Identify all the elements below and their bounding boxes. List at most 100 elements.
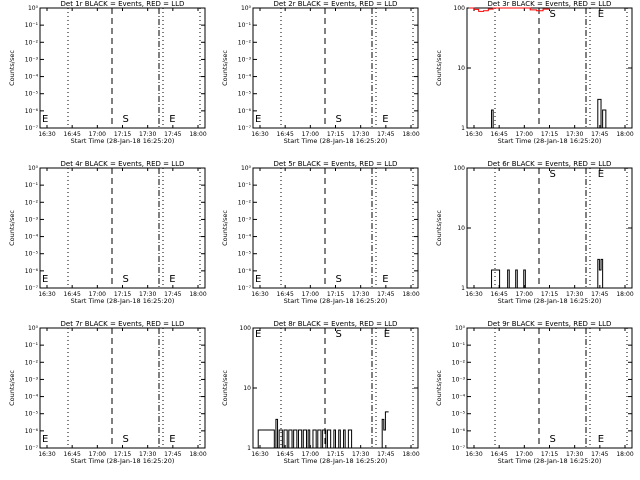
panel-title: Det 3r BLACK = Events, RED = LLD [488,0,612,8]
marker-s: S [336,274,342,285]
x-tick-label: 17:00 [516,451,533,458]
panel-title: Det 8r BLACK = Events, RED = LLD [274,320,398,328]
y-tick-label: 10 [243,385,251,392]
y-axis-label: Counts/sec [435,50,443,86]
x-tick-label: 17:30 [566,291,583,298]
y-tick-label: 1 [461,125,465,132]
x-tick-label: 16:30 [251,451,268,458]
marker-e: E [382,114,388,125]
x-tick-label: 16:30 [38,451,55,458]
y-tick-label: 10⁻³ [25,216,39,223]
x-tick-label: 17:45 [591,291,608,298]
y-tick-label: 10⁻⁴ [25,234,39,241]
marker-s: S [123,114,129,125]
x-tick-label: 17:30 [352,131,369,138]
y-tick-label: 10⁻¹ [25,22,39,29]
marker-s: S [123,274,129,285]
plot-frame [466,327,633,449]
y-tick-label: 10⁻¹ [238,22,252,29]
x-axis-label: Start Time (28-Jan-18 16:25:20) [71,457,175,465]
x-tick-label: 18:00 [616,451,633,458]
y-axis-label: Counts/sec [8,50,16,86]
marker-s: S [336,329,342,340]
marker-s: S [336,114,342,125]
y-tick-label: 10 [457,65,465,72]
marker-e: E [42,114,48,125]
y-axis-label: Counts/sec [435,370,443,406]
y-tick-label: 10⁻¹ [238,182,252,189]
y-tick-label: 10⁻⁷ [452,445,466,452]
x-tick-label: 17:30 [352,291,369,298]
panel-det-5: Det 5r BLACK = Events, RED = LLD 16:30 16:… [221,160,420,305]
x-tick-label: 17:30 [139,131,156,138]
y-tick-label: 10⁰ [241,5,252,12]
y-tick-label: 10 [457,225,465,232]
y-tick-label: 10⁻² [452,359,466,366]
y-tick-label: 10⁻⁵ [25,91,39,98]
y-tick-label: 10⁰ [28,165,39,172]
x-tick-label: 16:45 [491,451,508,458]
panel-title: Det 2r BLACK = Events, RED = LLD [274,0,398,8]
y-tick-label: 10⁻¹ [452,342,466,349]
y-tick-label: 10⁻² [238,199,252,206]
y-tick-label: 10⁻⁵ [25,411,39,418]
y-tick-label: 10⁻⁶ [238,108,252,115]
y-tick-label: 100 [454,5,466,12]
panel-title: Det 1r BLACK = Events, RED = LLD [61,0,185,8]
x-tick-label: 18:00 [189,451,206,458]
x-tick-label: 16:30 [38,131,55,138]
events-series [489,98,607,129]
x-tick-label: 17:45 [591,131,608,138]
y-axis-label: Counts/sec [8,370,16,406]
marker-e: E [169,114,175,125]
y-axis-label: Counts/sec [8,210,16,246]
y-tick-label: 10⁻⁷ [238,285,252,292]
plot-frame [252,7,419,129]
x-tick-label: 16:45 [64,131,81,138]
x-axis-label: Start Time (28-Jan-18 16:25:20) [498,137,602,145]
y-tick-label: 10⁻⁴ [238,234,252,241]
y-tick-label: 10⁻⁵ [238,91,252,98]
marker-e: E [169,434,175,445]
events-series [255,411,389,449]
x-tick-label: 17:15 [114,291,131,298]
y-tick-label: 10⁻³ [25,376,39,383]
x-axis-label: Start Time (28-Jan-18 16:25:20) [71,297,175,305]
x-tick-label: 16:30 [251,291,268,298]
y-tick-label: 10⁻⁵ [238,251,252,258]
x-tick-label: 16:45 [277,451,294,458]
panel-det-3: Det 3r BLACK = Events, RED = LLD 16:30 16:… [435,0,634,145]
panel-det-4: Det 4r BLACK = Events, RED = LLD 16:30 16:… [8,160,207,305]
y-tick-label: 10⁻³ [238,56,252,63]
x-tick-label: 17:45 [164,131,181,138]
x-axis-label: Start Time (28-Jan-18 16:25:20) [498,297,602,305]
x-tick-label: 17:45 [164,291,181,298]
y-tick-label: 10⁻⁴ [452,394,466,401]
x-tick-label: 17:15 [114,131,131,138]
marker-e: E [382,274,388,285]
marker-s: S [550,9,556,20]
x-tick-label: 17:00 [516,131,533,138]
y-tick-label: 10⁻⁴ [25,394,39,401]
x-tick-label: 17:00 [516,291,533,298]
lld-series [469,7,550,12]
y-tick-label: 10⁻¹ [25,342,39,349]
panel-title: Det 9r BLACK = Events, RED = LLD [488,320,612,328]
y-tick-label: 10⁰ [28,5,39,12]
panel-det-6: Det 6r BLACK = Events, RED = LLD 16:30 16:… [435,160,634,305]
y-tick-label: 1 [247,445,251,452]
x-tick-label: 16:45 [491,291,508,298]
x-tick-label: 16:45 [64,451,81,458]
panel-title: Det 6r BLACK = Events, RED = LLD [488,160,612,168]
y-tick-label: 10⁻⁴ [238,74,252,81]
x-tick-label: 18:00 [189,291,206,298]
marker-e: E [42,434,48,445]
plot-frame [39,7,206,129]
y-tick-label: 10⁻⁶ [238,268,252,275]
marker-s: S [123,434,129,445]
x-axis-label: Start Time (28-Jan-18 16:25:20) [498,457,602,465]
panel-det-9: Det 9r BLACK = Events, RED = LLD 16:30 16:… [435,320,634,465]
panel-title: Det 5r BLACK = Events, RED = LLD [274,160,398,168]
y-tick-label: 10⁻⁷ [25,125,39,132]
x-tick-label: 17:15 [541,131,558,138]
